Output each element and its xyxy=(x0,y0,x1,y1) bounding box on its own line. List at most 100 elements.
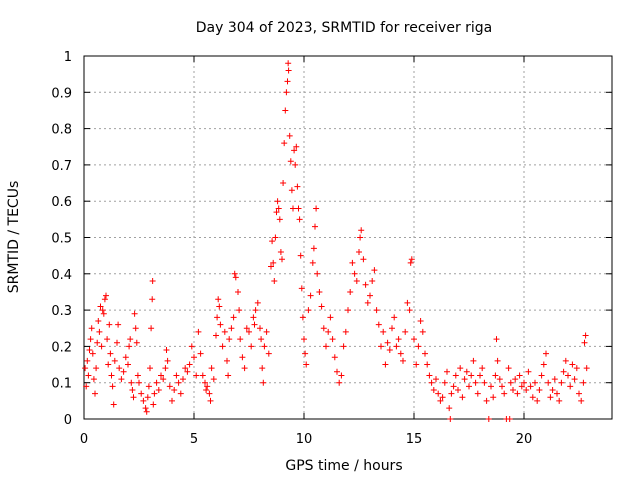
data-point xyxy=(116,365,123,372)
axis-ticks: 00.10.20.30.40.50.60.70.80.910 5 10 15 20 xyxy=(51,50,612,447)
data-point xyxy=(155,386,162,393)
data-point xyxy=(230,314,237,321)
data-point xyxy=(407,259,414,266)
data-point xyxy=(426,372,433,379)
data-point xyxy=(369,278,376,285)
data-point xyxy=(171,386,178,393)
data-point xyxy=(536,386,543,393)
data-point xyxy=(283,89,290,96)
data-point xyxy=(145,383,152,390)
data-point xyxy=(292,161,299,168)
data-point xyxy=(280,180,287,187)
data-point xyxy=(455,386,461,393)
data-point xyxy=(294,183,301,190)
data-point xyxy=(479,365,486,372)
data-point xyxy=(136,379,142,386)
data-point xyxy=(231,270,238,277)
data-point xyxy=(120,368,127,375)
data-point xyxy=(277,249,284,256)
data-point xyxy=(207,397,214,404)
data-point xyxy=(138,390,145,397)
data-point xyxy=(518,383,525,390)
data-point xyxy=(118,376,125,383)
data-point xyxy=(83,383,90,390)
data-point xyxy=(110,401,117,408)
data-point xyxy=(285,67,292,74)
data-point xyxy=(472,379,479,386)
data-point xyxy=(148,325,155,332)
data-point xyxy=(134,372,141,379)
data-point xyxy=(400,357,406,364)
y-tick-label: 0.8 xyxy=(51,123,72,138)
data-point xyxy=(298,285,305,292)
data-point xyxy=(103,292,109,299)
x-tick-label: 5 xyxy=(190,432,198,447)
data-point xyxy=(506,416,513,422)
data-point xyxy=(186,361,193,368)
data-point xyxy=(98,343,105,350)
data-point xyxy=(404,299,411,306)
y-tick-label: 1 xyxy=(64,50,72,65)
data-point xyxy=(239,354,246,361)
data-point xyxy=(314,270,321,277)
data-point xyxy=(543,350,549,357)
data-point xyxy=(573,365,580,372)
data-point xyxy=(560,368,567,375)
data-point xyxy=(347,288,354,295)
data-point xyxy=(447,416,454,422)
data-point xyxy=(571,376,578,383)
data-point xyxy=(131,310,138,317)
data-point xyxy=(142,405,149,412)
data-point xyxy=(488,383,494,390)
data-point xyxy=(243,325,250,332)
data-point xyxy=(295,205,302,212)
data-point xyxy=(274,198,281,205)
data-point xyxy=(197,350,204,357)
data-point xyxy=(199,372,206,379)
plot-frame xyxy=(83,55,613,420)
data-point xyxy=(228,325,235,332)
data-point xyxy=(276,216,283,223)
y-tick-label: 0.3 xyxy=(51,304,72,319)
y-tick-label: 0.9 xyxy=(51,86,72,101)
data-point xyxy=(143,408,150,415)
data-point xyxy=(510,386,516,393)
data-point xyxy=(88,325,95,332)
data-point xyxy=(496,376,503,383)
data-point xyxy=(380,328,387,335)
data-point xyxy=(111,357,118,364)
data-point xyxy=(226,336,233,343)
data-point xyxy=(251,321,258,328)
data-point xyxy=(562,357,569,364)
data-point xyxy=(282,107,289,114)
data-point xyxy=(389,325,395,332)
data-point xyxy=(419,328,426,335)
data-point xyxy=(236,307,243,314)
data-point xyxy=(406,307,413,314)
data-point xyxy=(527,383,534,390)
data-point xyxy=(583,365,590,372)
data-point xyxy=(485,416,492,422)
data-point xyxy=(493,336,500,343)
data-point xyxy=(353,278,360,285)
data-point xyxy=(318,303,325,310)
data-point xyxy=(286,132,293,139)
data-point xyxy=(281,140,288,147)
data-point xyxy=(461,376,468,383)
data-point xyxy=(248,343,255,350)
data-point xyxy=(147,365,153,372)
data-point xyxy=(193,372,200,379)
data-point xyxy=(250,314,257,321)
data-point xyxy=(576,390,582,397)
data-point xyxy=(99,307,106,314)
data-point xyxy=(260,379,267,386)
data-point xyxy=(501,390,508,397)
data-point xyxy=(215,296,222,303)
data-point xyxy=(435,390,442,397)
data-point xyxy=(331,354,338,361)
data-point xyxy=(261,343,268,350)
data-point xyxy=(490,394,497,401)
data-point xyxy=(84,357,91,364)
data-point xyxy=(254,299,261,306)
